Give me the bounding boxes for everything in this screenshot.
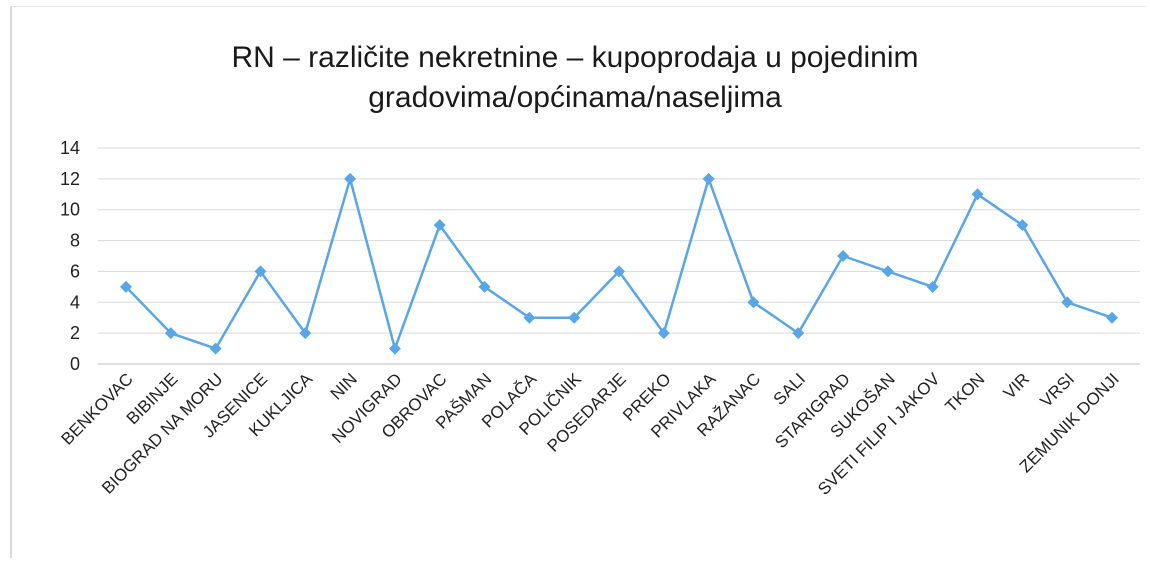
data-point [433, 219, 446, 232]
data-point [881, 265, 894, 278]
data-point [747, 296, 760, 309]
series-line [125, 177, 1113, 350]
x-tick-label: VRSI [1037, 369, 1078, 410]
data-point [1106, 311, 1118, 324]
y-axis-ticks: 0 2 4 6 8 10 12 14 [60, 138, 80, 374]
data-point [926, 280, 939, 293]
data-point [523, 311, 536, 324]
data-point [164, 327, 177, 340]
data-point [568, 311, 581, 324]
data-point [613, 265, 625, 278]
data-point [837, 250, 850, 262]
x-tick-label: SALI [770, 369, 809, 408]
x-tick-label: VIR [1000, 369, 1033, 402]
data-point [120, 280, 132, 293]
data-point [388, 342, 401, 355]
chart-title-line-1: RN – različite nekretnine – kupoprodaja … [231, 41, 919, 74]
chart-title: RN – različite nekretnine – kupoprodaja … [0, 38, 1150, 118]
x-tick-label: NIN [327, 369, 361, 403]
chart-title-line-2: gradovima/općinama/naseljima [368, 81, 782, 114]
grid-layer [98, 147, 1140, 365]
data-point [254, 265, 267, 278]
y-tick-label: 12 [60, 169, 80, 189]
chart-frame [10, 6, 1146, 558]
data-point [1016, 219, 1029, 232]
x-tick-label: BENKOVAC [57, 369, 136, 448]
y-tick-label: 8 [70, 231, 80, 251]
data-point [657, 327, 670, 340]
y-tick-label: 14 [60, 138, 80, 158]
y-tick-label: 6 [70, 261, 80, 281]
y-tick-label: 2 [70, 323, 80, 343]
data-point [792, 327, 805, 340]
y-tick-label: 4 [70, 292, 80, 312]
data-point [702, 172, 715, 185]
x-tick-label: POSEDARJE [544, 369, 630, 455]
data-point [1061, 296, 1074, 309]
data-point [299, 327, 312, 340]
data-point [478, 280, 491, 293]
x-tick-label: TKON [942, 369, 989, 416]
data-point [971, 188, 984, 201]
y-tick-label: 10 [60, 200, 80, 220]
data-point [344, 172, 357, 185]
y-tick-label: 0 [70, 354, 80, 374]
series-layer [120, 172, 1118, 355]
data-point [209, 342, 222, 355]
